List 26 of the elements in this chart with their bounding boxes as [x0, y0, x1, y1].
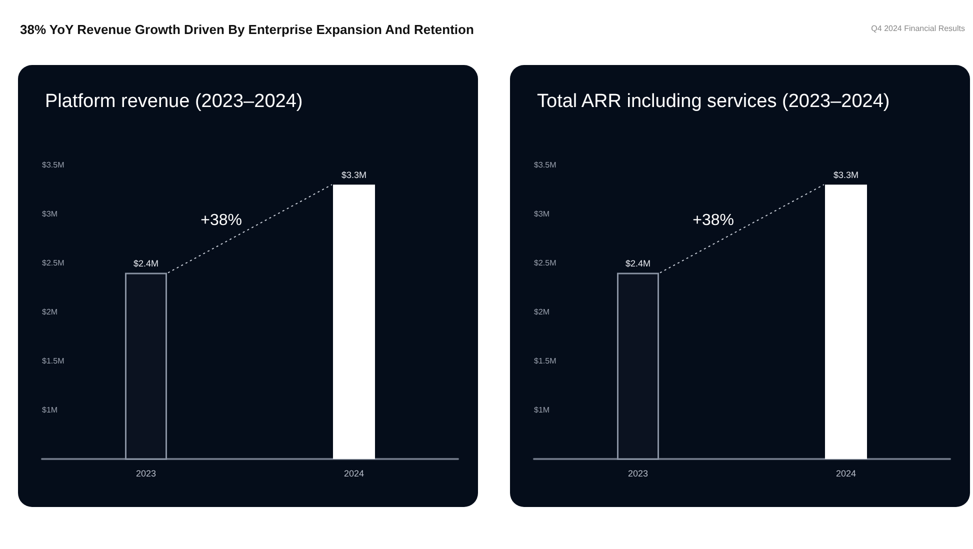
y-tick-label: $1M	[42, 406, 58, 414]
y-tick-label: $1M	[534, 406, 550, 414]
y-tick-label: $2.5M	[534, 258, 557, 268]
y-tick-label: $3.5M	[42, 160, 65, 170]
x-tick-label: 2023	[628, 468, 648, 478]
y-tick-label: $1.5M	[42, 356, 65, 366]
chart-title: Platform revenue (2023–2024)	[45, 91, 303, 112]
y-tick-label: $2.5M	[42, 258, 65, 268]
annotation: +38%	[692, 212, 734, 230]
text: Q4 2024 Financial Results	[871, 24, 965, 33]
y-tick-label: $1.5M	[534, 356, 557, 366]
annotation: +38%	[200, 212, 242, 230]
y-tick-label: $3.5M	[534, 160, 557, 170]
y-tick-label: $3M	[42, 210, 58, 218]
y-tick-label: $2M	[534, 308, 550, 316]
y-tick-label: $3M	[534, 210, 550, 218]
data-label: $2.4M	[133, 258, 159, 268]
x-tick-label: 2024	[344, 468, 364, 478]
y-tick-label: $2M	[42, 308, 58, 316]
data-label: $2.4M	[625, 258, 651, 268]
data-label: $3.3M	[833, 170, 859, 180]
x-tick-label: 2024	[836, 468, 856, 478]
text: 38% YoY Revenue Growth Driven By Enterprise Expansion And Retention	[20, 22, 474, 37]
data-label: $3.3M	[341, 170, 367, 180]
x-tick-label: 2023	[136, 468, 156, 478]
chart-title: Total ARR including services (2023–2024)	[537, 91, 890, 112]
